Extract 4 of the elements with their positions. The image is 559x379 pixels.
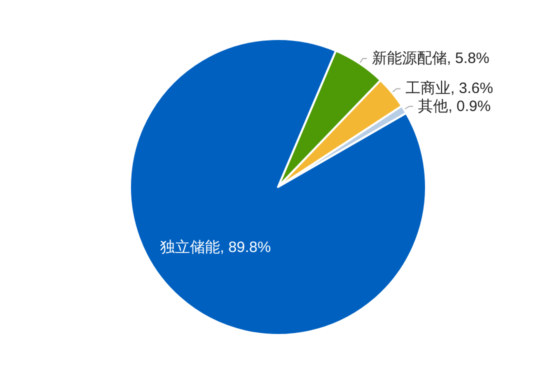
slice-label: 新能源配储, 5.8%	[372, 50, 490, 67]
slice-label: 独立储能, 89.8%	[160, 238, 271, 257]
slice-label: 工商业, 3.6%	[406, 80, 494, 98]
slice-label: 其他, 0.9%	[418, 98, 491, 115]
